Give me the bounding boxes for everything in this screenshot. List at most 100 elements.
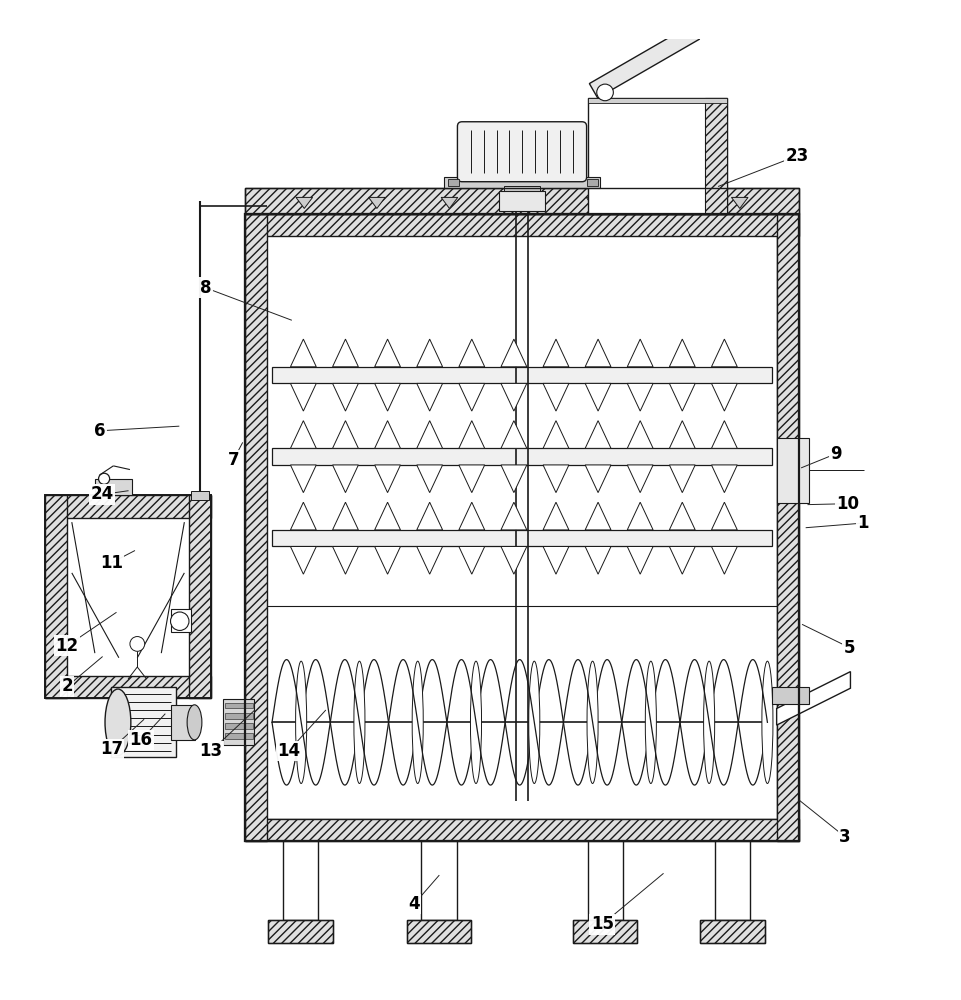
- Bar: [588, 98, 727, 214]
- Text: 9: 9: [830, 445, 842, 463]
- Polygon shape: [585, 421, 611, 448]
- Polygon shape: [290, 421, 316, 448]
- Polygon shape: [333, 339, 358, 367]
- Bar: [225, 703, 253, 708]
- Text: 2: 2: [62, 677, 73, 695]
- Bar: [407, 920, 471, 943]
- Bar: [191, 491, 209, 500]
- Polygon shape: [670, 383, 695, 411]
- Bar: [245, 188, 799, 214]
- Bar: [170, 609, 191, 632]
- Bar: [586, 179, 598, 186]
- Ellipse shape: [412, 661, 423, 784]
- Text: 12: 12: [56, 637, 79, 655]
- Bar: [45, 676, 211, 698]
- Polygon shape: [670, 546, 695, 574]
- Polygon shape: [290, 339, 316, 367]
- Polygon shape: [711, 339, 737, 367]
- Polygon shape: [586, 197, 603, 208]
- Bar: [45, 495, 211, 518]
- Polygon shape: [290, 546, 316, 574]
- Polygon shape: [290, 465, 316, 493]
- Polygon shape: [375, 383, 401, 411]
- Bar: [95, 479, 132, 495]
- Bar: [700, 920, 765, 943]
- Polygon shape: [670, 339, 695, 367]
- Polygon shape: [369, 197, 385, 208]
- Bar: [407, 920, 471, 943]
- Text: 3: 3: [839, 828, 850, 846]
- Polygon shape: [333, 465, 358, 493]
- Polygon shape: [501, 465, 527, 493]
- Polygon shape: [458, 421, 484, 448]
- Bar: [283, 841, 318, 920]
- Polygon shape: [628, 421, 653, 448]
- Text: 14: 14: [277, 742, 300, 760]
- Text: 24: 24: [90, 485, 113, 503]
- Bar: [245, 188, 799, 214]
- Bar: [268, 920, 333, 943]
- Polygon shape: [458, 465, 484, 493]
- Polygon shape: [458, 502, 484, 530]
- Bar: [171, 705, 194, 740]
- Bar: [588, 98, 727, 103]
- Text: 5: 5: [844, 639, 855, 657]
- Polygon shape: [731, 197, 748, 208]
- Polygon shape: [711, 421, 737, 448]
- Polygon shape: [333, 502, 358, 530]
- Polygon shape: [290, 383, 316, 411]
- Polygon shape: [375, 421, 401, 448]
- Polygon shape: [458, 339, 484, 367]
- Polygon shape: [501, 502, 527, 530]
- Polygon shape: [417, 465, 443, 493]
- Bar: [700, 920, 765, 943]
- Polygon shape: [670, 465, 695, 493]
- Polygon shape: [711, 465, 737, 493]
- Bar: [111, 687, 176, 757]
- Polygon shape: [501, 421, 527, 448]
- Polygon shape: [543, 465, 569, 493]
- Polygon shape: [514, 197, 530, 208]
- Polygon shape: [333, 383, 358, 411]
- Bar: [268, 920, 333, 943]
- Polygon shape: [670, 421, 695, 448]
- Bar: [704, 98, 727, 214]
- Polygon shape: [543, 546, 569, 574]
- Text: 13: 13: [200, 742, 223, 760]
- Ellipse shape: [105, 689, 131, 756]
- Bar: [245, 819, 799, 841]
- Text: 6: 6: [94, 422, 106, 440]
- Polygon shape: [585, 546, 611, 574]
- Bar: [776, 214, 799, 841]
- Polygon shape: [711, 383, 737, 411]
- Polygon shape: [543, 421, 569, 448]
- Ellipse shape: [296, 661, 307, 784]
- Ellipse shape: [703, 661, 715, 784]
- Ellipse shape: [646, 661, 656, 784]
- Ellipse shape: [99, 473, 110, 484]
- Polygon shape: [417, 502, 443, 530]
- Bar: [45, 495, 211, 698]
- Polygon shape: [585, 465, 611, 493]
- Polygon shape: [659, 197, 676, 208]
- Text: 8: 8: [200, 279, 211, 297]
- Ellipse shape: [529, 661, 540, 784]
- Bar: [189, 495, 211, 698]
- Polygon shape: [441, 197, 457, 208]
- Polygon shape: [543, 502, 569, 530]
- Text: 4: 4: [408, 895, 420, 913]
- Bar: [225, 723, 253, 729]
- Bar: [715, 841, 750, 920]
- Polygon shape: [776, 672, 850, 725]
- Polygon shape: [585, 502, 611, 530]
- Bar: [245, 214, 799, 236]
- Text: 11: 11: [100, 554, 123, 572]
- Bar: [267, 236, 776, 819]
- Polygon shape: [417, 421, 443, 448]
- Polygon shape: [458, 383, 484, 411]
- Bar: [245, 214, 799, 841]
- Bar: [245, 214, 267, 841]
- Polygon shape: [417, 546, 443, 574]
- Polygon shape: [543, 383, 569, 411]
- Polygon shape: [501, 339, 527, 367]
